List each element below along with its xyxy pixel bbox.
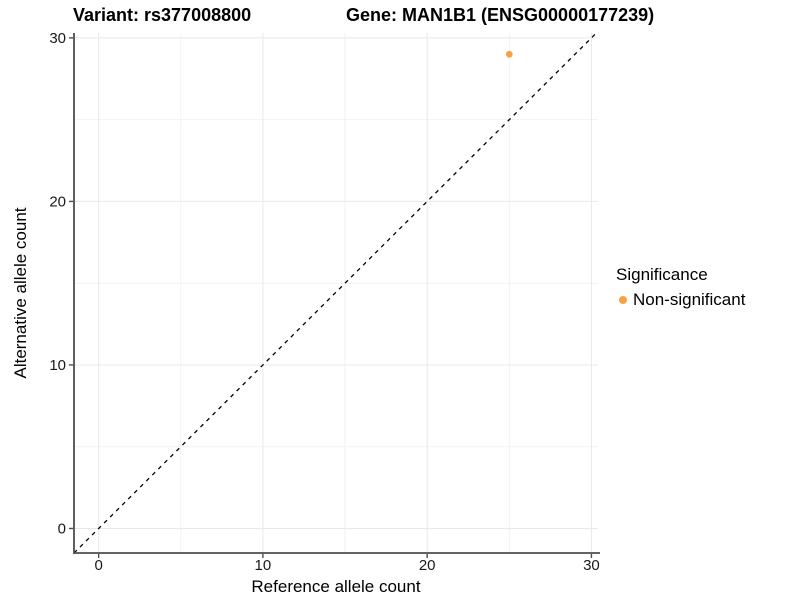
legend: Significance Non-significant bbox=[616, 265, 745, 310]
legend-point-icon bbox=[619, 296, 627, 304]
plot-title-variant: Variant: rs377008800 bbox=[73, 5, 252, 25]
y-tick-label: 10 bbox=[49, 357, 66, 374]
x-tick-label: 20 bbox=[419, 557, 436, 574]
y-axis-title: Alternative allele count bbox=[11, 207, 30, 379]
legend-item-label: Non-significant bbox=[633, 290, 746, 309]
data-point bbox=[505, 50, 513, 58]
y-tick-label: 20 bbox=[49, 193, 66, 210]
x-tick-label: 10 bbox=[255, 557, 272, 574]
y-tick-label: 0 bbox=[58, 520, 66, 537]
x-tick-label: 0 bbox=[94, 557, 102, 574]
legend-title: Significance bbox=[616, 265, 708, 284]
x-tick-label: 30 bbox=[583, 557, 600, 574]
plot-title-gene: Gene: MAN1B1 (ENSG00000177239) bbox=[346, 5, 655, 25]
y-tick-label: 30 bbox=[49, 30, 66, 47]
x-axis-title: Reference allele count bbox=[251, 577, 421, 596]
legend-item-non-significant: Non-significant bbox=[616, 290, 745, 310]
identity-line bbox=[73, 32, 597, 554]
